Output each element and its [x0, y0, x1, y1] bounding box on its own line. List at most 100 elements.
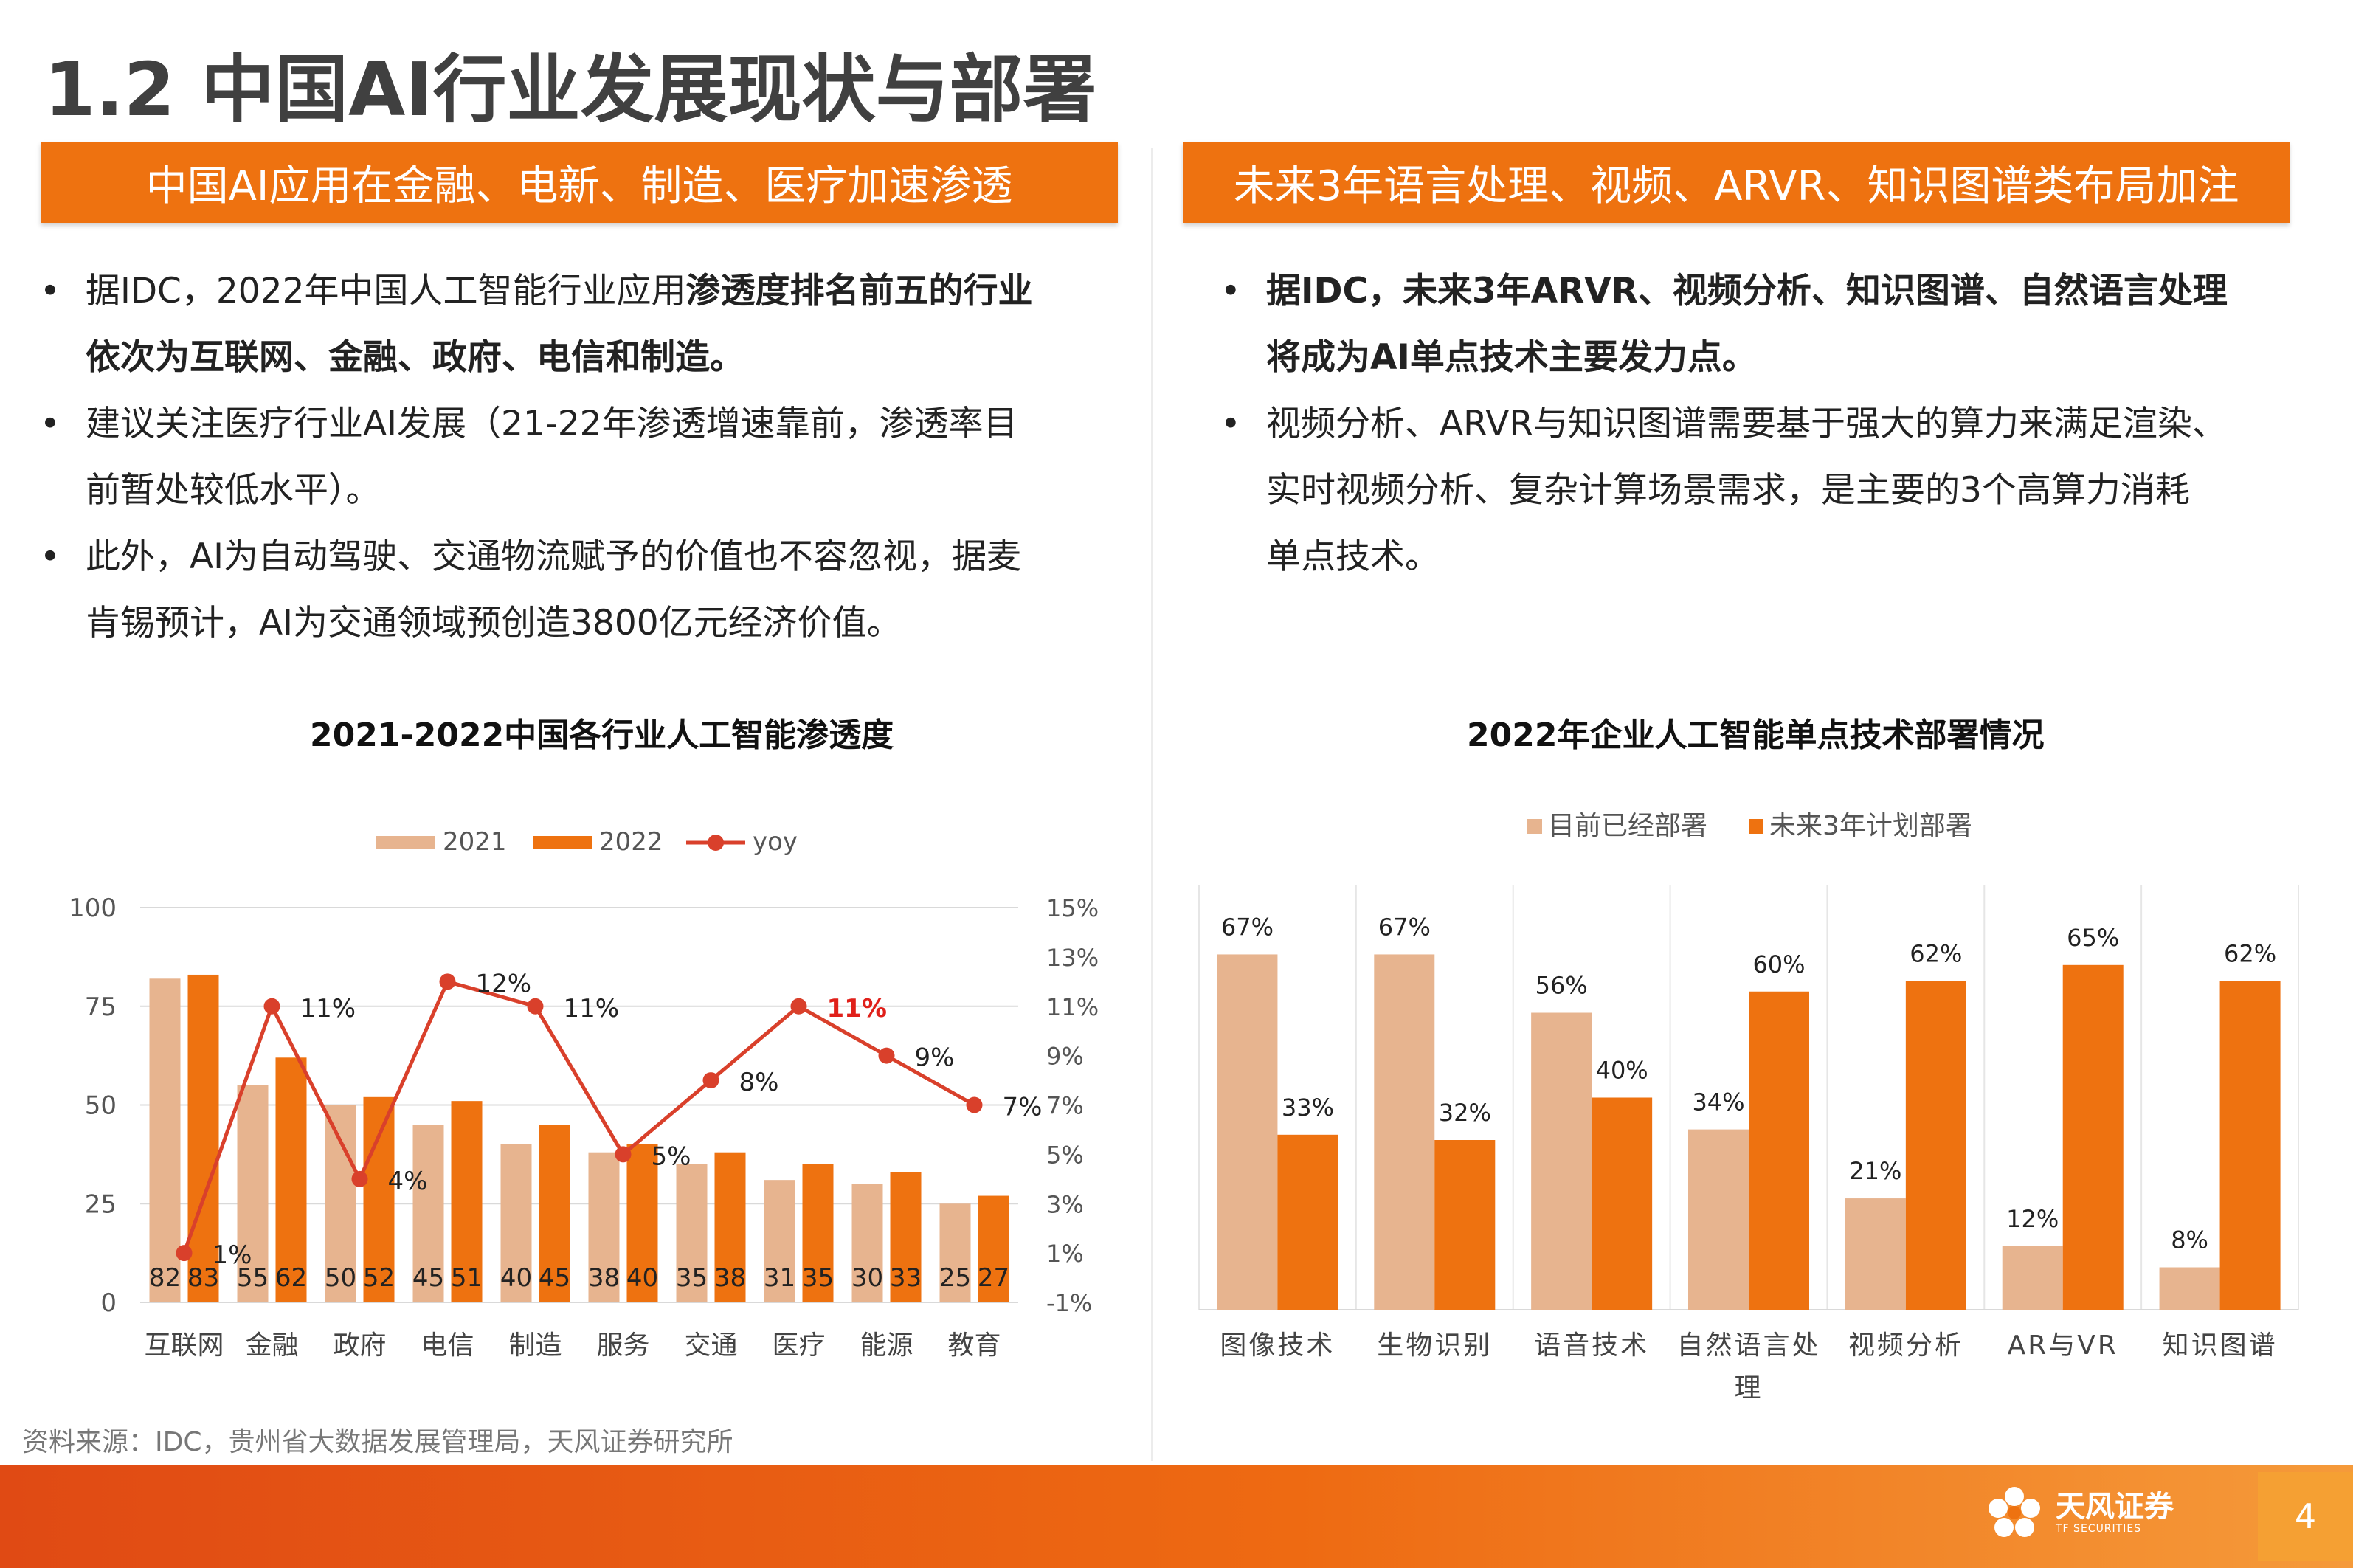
legend-label: yoy	[753, 827, 798, 857]
bullet-line: 肯锡预计，AI为交通领域预创造3800亿元经济价值。	[86, 590, 1133, 657]
bar-value-label: 67%	[1221, 913, 1274, 941]
bullet-line: 视频分析、ARVR与知识图谱需要基于强大的算力来满足渲染、	[1266, 391, 2314, 457]
chart1-title: 2021-2022中国各行业人工智能渗透度	[310, 716, 894, 754]
legend-swatch	[1527, 819, 1542, 834]
deployment-chart: 目前已经部署 未来3年计划部署 67% 33% 图像技术 67% 32% 生物识别 56% 40%…	[1198, 811, 2299, 1403]
yoy-point	[878, 1047, 895, 1064]
bar-value-label: 56%	[1535, 972, 1588, 1000]
bar-2022	[626, 1144, 658, 1302]
bullet-text: 此外，AI为自动驾驶、交通物流赋予的价值也不容忽视，据麦	[86, 536, 1022, 577]
yoy-label: 1%	[213, 1240, 252, 1270]
legend-label: 2022	[599, 827, 663, 857]
logo-sub-text: TF SECURITIES	[2056, 1523, 2142, 1535]
x-category-label: 交通	[684, 1330, 737, 1361]
bar-2022	[187, 974, 219, 1302]
x-category-label: 知识图谱	[2163, 1330, 2278, 1361]
x-category-label: 互联网	[144, 1330, 224, 1361]
y2-tick-label: 15%	[1046, 894, 1099, 922]
bar-value-label: 62	[275, 1263, 307, 1293]
bullet-item: • 此外，AI为自动驾驶、交通物流赋予的价值也不容忽视，据麦 肯锡预计，AI为交通领…	[40, 524, 1133, 657]
yoy-point	[439, 973, 456, 990]
x-category-label: 生物识别	[1377, 1330, 1492, 1361]
yoy-label: 11%	[827, 994, 887, 1023]
yoy-label: 5%	[652, 1142, 691, 1171]
x-category-label: 语音技术	[1534, 1330, 1649, 1361]
bar-value-label: 31	[764, 1263, 795, 1293]
bar-value-label: 55	[237, 1263, 269, 1293]
y2-tick-label: 5%	[1046, 1141, 1084, 1169]
bar-value-label: 30	[851, 1263, 883, 1293]
bar-value-label: 38	[714, 1263, 746, 1293]
bar-deployed	[1845, 1198, 1906, 1310]
y-tick-label: 75	[85, 992, 117, 1022]
bar-2022	[978, 1195, 1009, 1302]
yoy-point	[702, 1072, 719, 1089]
bullet-line: 据IDC，2022年中国人工智能行业应用渗透度排名前五的行业	[86, 258, 1133, 325]
x-category-label: 视频分析	[1848, 1330, 1963, 1361]
bar-2021	[939, 1203, 971, 1302]
bullet-item: • 视频分析、ARVR与知识图谱需要基于强大的算力来满足渲染、实时视频分析、复杂计…	[1220, 391, 2314, 590]
yoy-label: 4%	[388, 1167, 428, 1196]
bar-value-label: 83	[187, 1263, 219, 1293]
bullet-text: 实时视频分析、复杂计算场景需求，是主要的3个高算力消耗	[1266, 470, 2190, 511]
logo-main-text: 天风证券	[2056, 1490, 2174, 1524]
left-bullet-list: • 据IDC，2022年中国人工智能行业应用渗透度排名前五的行业依次为互联网、金融…	[40, 258, 1133, 657]
bullet-text: 前暂处较低水平）。	[86, 470, 381, 511]
bullet-dot-icon: •	[1220, 404, 1241, 444]
bullet-text: 依次为互联网、金融、政府、电信和制造。	[86, 337, 744, 378]
bar-value-label: 33%	[1282, 1094, 1334, 1122]
bar-value-label: 27	[978, 1263, 1009, 1293]
y2-tick-label: 1%	[1046, 1240, 1084, 1268]
page-title: 1.2 中国AI行业发展现状与部署	[44, 46, 1097, 133]
bar-planned	[1905, 981, 1966, 1310]
bar-value-label: 21%	[1849, 1157, 1901, 1185]
bar-value-label: 62%	[1910, 939, 1962, 967]
x-category-label: 金融	[245, 1330, 298, 1361]
bar-deployed	[2159, 1267, 2220, 1310]
bullet-line: 此外，AI为自动驾驶、交通物流赋予的价值也不容忽视，据麦	[86, 524, 1133, 590]
bar-deployed	[1531, 1012, 1592, 1310]
bar-planned	[1592, 1097, 1653, 1310]
bar-value-label: 50	[325, 1263, 356, 1293]
x-category-label: 医疗	[772, 1330, 825, 1361]
bar-2021	[851, 1184, 883, 1302]
x-category-label: 理	[1734, 1373, 1763, 1403]
x-category-label: 制造	[508, 1330, 562, 1361]
bar-2021	[676, 1164, 708, 1302]
company-logo: 天风证券 TF SECURITIES	[1985, 1483, 2174, 1542]
legend-swatch	[376, 836, 435, 849]
legend-marker	[708, 835, 724, 851]
right-bullet-list: • 据IDC，未来3年ARVR、视频分析、知识图谱、自然语言处理将成为AI单点技术…	[1220, 258, 2314, 590]
bar-value-label: 35	[676, 1263, 708, 1293]
bar-2021	[764, 1180, 795, 1302]
yoy-label: 9%	[915, 1043, 955, 1073]
bullet-line: 将成为AI单点技术主要发力点。	[1266, 325, 2314, 391]
bar-2022	[802, 1164, 834, 1302]
bullet-item: • 据IDC，2022年中国人工智能行业应用渗透度排名前五的行业依次为互联网、金融…	[40, 258, 1133, 391]
column-divider	[1151, 148, 1153, 1461]
legend-swatch	[533, 836, 592, 849]
y2-tick-label: 13%	[1046, 944, 1099, 972]
legend-label: 未来3年计划部署	[1769, 811, 1972, 841]
bullet-dot-icon: •	[40, 271, 61, 311]
x-category-label: 政府	[333, 1330, 386, 1361]
bar-2022	[363, 1096, 395, 1302]
bullet-text: 据IDC，未来3年ARVR、视频分析、知识图谱、自然语言处理	[1266, 271, 2228, 311]
bullet-line: 建议关注医疗行业AI发展（21-22年渗透增速靠前，渗透率目	[86, 391, 1133, 457]
bar-value-label: 65%	[2067, 924, 2119, 952]
bar-2022	[275, 1057, 307, 1302]
bar-2021	[412, 1125, 444, 1302]
bar-deployed	[1688, 1129, 1749, 1310]
bar-2022	[714, 1152, 746, 1302]
legend-label: 2021	[443, 827, 507, 857]
bar-value-label: 60%	[1752, 950, 1805, 978]
bar-deployed	[1217, 954, 1278, 1310]
legend-swatch	[1749, 819, 1763, 834]
bar-value-label: 52	[363, 1263, 395, 1293]
yoy-line	[182, 979, 975, 1254]
penetration-chart: 2021 2022 yoy0255075100-1%1%3%5%7%9%11%13%…	[69, 827, 1099, 1361]
bar-value-label: 45	[412, 1263, 444, 1293]
bar-planned	[2062, 964, 2124, 1310]
y2-tick-label: 11%	[1046, 993, 1099, 1021]
chart2-title: 2022年企业人工智能单点技术部署情况	[1467, 716, 2045, 754]
